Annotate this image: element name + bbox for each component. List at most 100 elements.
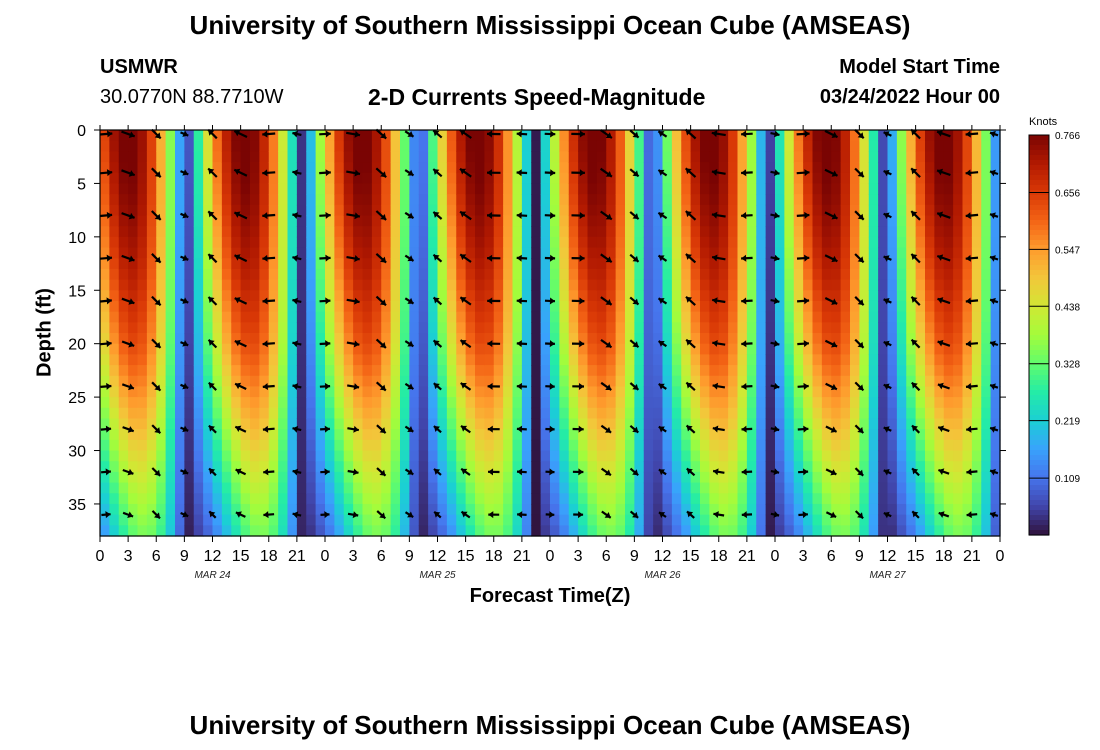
heatmap-cell: [746, 450, 757, 462]
heatmap-cell: [315, 365, 326, 377]
heatmap-cell: [643, 183, 654, 195]
heatmap-cell: [653, 300, 664, 313]
colorbar-swatch: [1029, 405, 1049, 411]
heatmap-cell: [906, 439, 917, 452]
heatmap-cell: [878, 258, 889, 270]
heatmap-cell: [868, 290, 879, 302]
heatmap-cell: [765, 258, 776, 270]
heatmap-cell: [456, 503, 467, 516]
heatmap-cell: [587, 258, 598, 270]
heatmap-cell: [690, 386, 701, 398]
heatmap-cell: [325, 130, 335, 142]
heatmap-cell: [971, 194, 982, 206]
heatmap-cell: [278, 130, 289, 142]
heatmap-cell: [334, 322, 345, 334]
heatmap-cell: [390, 429, 401, 441]
current-vector: [965, 169, 979, 177]
heatmap-cell: [596, 215, 607, 227]
heatmap-cell: [615, 172, 626, 185]
heatmap-cell: [690, 482, 701, 494]
heatmap-cell: [456, 226, 467, 238]
heatmap-cell: [700, 311, 710, 323]
current-vector: [347, 383, 360, 391]
heatmap-cell: [840, 525, 851, 537]
heatmap-cell: [550, 450, 560, 462]
heatmap-cell: [521, 258, 532, 270]
heatmap-cell: [578, 311, 589, 323]
current-vector: [854, 210, 865, 221]
current-vector: [235, 468, 247, 476]
heatmap-cell: [306, 514, 317, 526]
heatmap-cell: [193, 311, 204, 323]
heatmap-cell: [943, 461, 954, 473]
current-vector: [600, 253, 613, 263]
heatmap-cell: [971, 130, 982, 142]
heatmap-cell: [268, 493, 279, 505]
heatmap-cell: [943, 333, 954, 345]
heatmap-cell: [465, 493, 476, 505]
heatmap-cell: [850, 450, 860, 462]
heatmap-cell: [446, 204, 457, 217]
heatmap-cell: [231, 407, 242, 420]
heatmap-cell: [662, 183, 673, 195]
heatmap-cell: [146, 268, 157, 281]
heatmap-cell: [446, 268, 457, 281]
heatmap-cell: [362, 290, 373, 302]
heatmap-cell: [512, 514, 523, 526]
heatmap-cell: [671, 482, 682, 494]
current-vector: [375, 167, 387, 179]
heatmap-cell: [934, 194, 945, 206]
heatmap-cell: [128, 300, 139, 313]
heatmap-cell: [146, 247, 157, 259]
heatmap-cell: [231, 461, 242, 473]
heatmap-cell: [615, 130, 626, 142]
heatmap-cell: [615, 215, 626, 227]
heatmap-cell: [118, 375, 129, 388]
heatmap-cell: [343, 375, 354, 388]
heatmap-cell: [756, 450, 767, 462]
heatmap-cell: [493, 418, 504, 430]
heatmap-cell: [728, 365, 739, 377]
heatmap-cell: [690, 172, 701, 185]
heatmap-cell: [756, 375, 767, 388]
heatmap-cell: [596, 268, 607, 281]
heatmap-cell: [146, 162, 157, 174]
heatmap-cell: [756, 439, 767, 452]
heatmap-cell: [296, 375, 307, 388]
heatmap-cell: [156, 461, 167, 473]
current-vector: [262, 169, 276, 177]
heatmap-cell: [371, 322, 382, 334]
current-vector: [292, 425, 302, 433]
heatmap-cell: [165, 194, 176, 206]
heatmap-cell: [540, 375, 551, 388]
current-vector: [937, 382, 950, 390]
heatmap-cell: [709, 322, 720, 334]
heatmap-cell: [390, 172, 401, 185]
x-tick-label: 15: [232, 548, 250, 565]
heatmap-cell: [971, 226, 982, 238]
heatmap-cell: [390, 354, 401, 366]
heatmap-cell: [746, 375, 757, 388]
heatmap-cell: [531, 397, 542, 409]
heatmap-cell: [259, 140, 270, 152]
heatmap-cell: [859, 140, 870, 152]
heatmap-cell: [906, 290, 917, 302]
x-tick-label: 9: [180, 548, 189, 565]
heatmap-cell: [981, 354, 992, 366]
heatmap-cell: [240, 418, 251, 430]
heatmap-cell: [118, 140, 129, 152]
heatmap-cell: [362, 140, 373, 152]
heatmap-cell: [943, 343, 954, 355]
heatmap-cell: [128, 194, 139, 206]
heatmap-cell: [325, 311, 335, 323]
heatmap-cell: [662, 236, 673, 249]
heatmap-cell: [625, 290, 635, 302]
heatmap-cell: [990, 514, 1001, 526]
heatmap-cell: [915, 268, 926, 281]
heatmap-cell: [850, 247, 860, 259]
heatmap-cell: [784, 429, 795, 441]
heatmap-cell: [475, 525, 485, 537]
date-label: MAR 27: [869, 570, 906, 581]
heatmap-cell: [550, 354, 560, 366]
heatmap-cell: [737, 439, 748, 452]
